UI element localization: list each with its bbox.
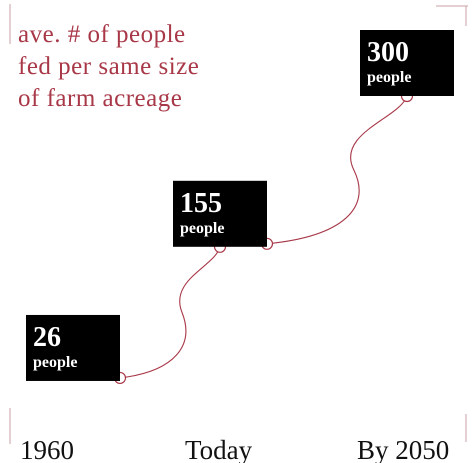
data-label-unit: people — [180, 220, 224, 237]
data-label-value: 26 — [33, 322, 61, 353]
series-connector — [266, 95, 408, 245]
chart-title: ave. # of people fed per same size of fa… — [18, 21, 199, 112]
data-label-value: 155 — [180, 188, 222, 219]
data-box — [360, 30, 454, 96]
x-tick-label: 1960 — [20, 435, 74, 463]
data-box — [173, 180, 267, 247]
series-connector — [119, 246, 221, 379]
x-tick-label: Today — [185, 435, 253, 463]
data-box — [26, 314, 120, 381]
data-label-value: 300 — [367, 37, 409, 68]
data-label-unit: people — [367, 69, 411, 86]
x-axis-labels: 1960 Today By 2050 — [20, 435, 449, 463]
data-label-unit: people — [33, 354, 77, 371]
chart-title-line-2: fed per same size — [18, 53, 199, 80]
x-tick-label: By 2050 — [357, 435, 449, 463]
chart-title-line-3: of farm acreage — [18, 85, 182, 112]
corner-marks — [9, 4, 468, 444]
chart-title-line-1: ave. # of people — [18, 21, 186, 48]
